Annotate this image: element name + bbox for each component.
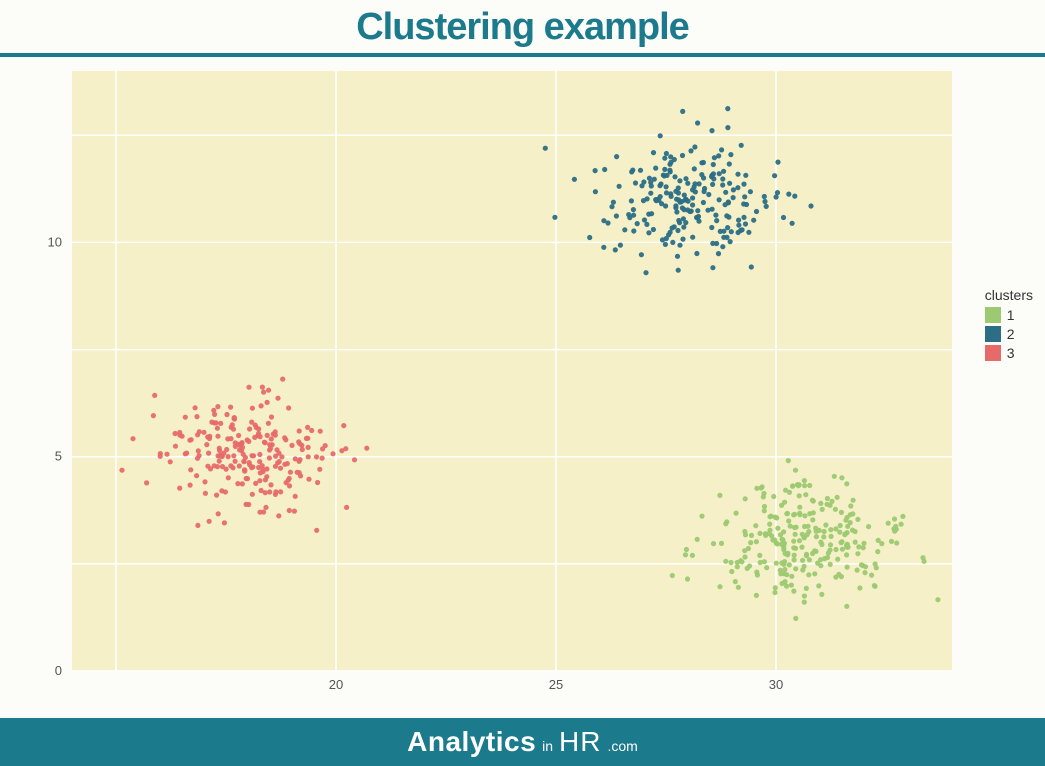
legend-item: 2: [985, 326, 1033, 342]
chart-title: Clustering example: [0, 6, 1045, 49]
title-area: Clustering example: [0, 0, 1045, 57]
page-root: Clustering example 20 25 30 0 5 10 clusters 1…: [0, 0, 1045, 766]
legend-title: clusters: [985, 287, 1033, 303]
legend-label: 3: [1007, 345, 1015, 361]
svg-text:10: 10: [48, 234, 62, 249]
scatter-chart: 20 25 30 0 5 10: [24, 71, 1022, 699]
svg-text:30: 30: [769, 677, 783, 692]
legend-label: 2: [1007, 326, 1015, 342]
legend-swatch: [985, 326, 1001, 342]
footer-brand-in: in: [542, 738, 553, 754]
legend-item: 1: [985, 307, 1033, 323]
svg-text:20: 20: [329, 677, 343, 692]
footer-brand: Analytics in HR .com: [407, 726, 638, 758]
footer-brand-hr: HR: [559, 726, 601, 758]
legend: clusters 1 2 3: [985, 287, 1033, 364]
legend-swatch: [985, 307, 1001, 323]
legend-item: 3: [985, 345, 1033, 361]
footer-bar: Analytics in HR .com: [0, 718, 1045, 766]
legend-label: 1: [1007, 307, 1015, 323]
legend-swatch: [985, 345, 1001, 361]
svg-text:0: 0: [55, 663, 62, 678]
footer-brand-bold: Analytics: [407, 726, 536, 758]
svg-text:5: 5: [55, 449, 62, 464]
chart-area: 20 25 30 0 5 10 clusters 1 2 3: [0, 57, 1045, 718]
footer-brand-com: .com: [608, 738, 638, 754]
svg-text:25: 25: [549, 677, 563, 692]
